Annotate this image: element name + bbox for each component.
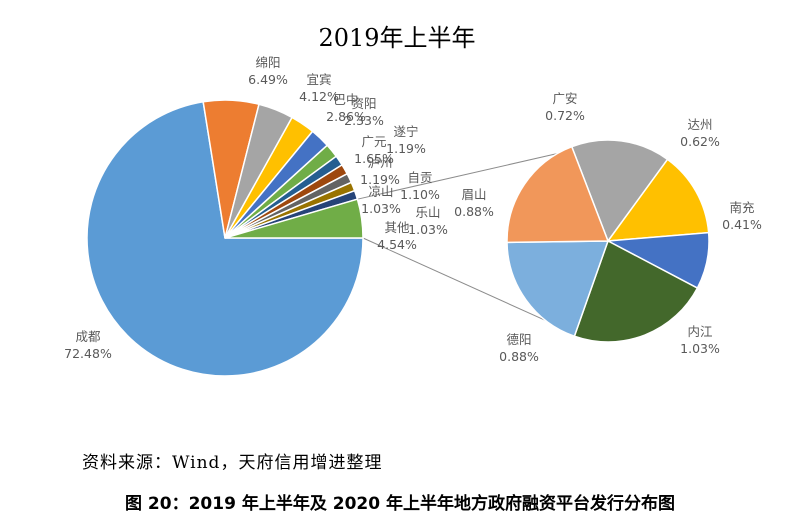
data-label-name: 广安 (552, 91, 577, 106)
data-label-value: 4.12% (299, 89, 339, 104)
data-label-value: 0.88% (499, 349, 539, 364)
main-pie (86, 99, 364, 377)
data-label-value: 2.86% (326, 109, 366, 124)
data-label-name: 遂宁 (393, 124, 418, 139)
data-label-name: 南充 (729, 200, 754, 215)
data-label-value: 1.19% (360, 172, 400, 187)
source-note: 资料来源：Wind，天府信用增进整理 (82, 453, 383, 473)
data-label-value: 72.48% (64, 346, 112, 361)
data-label-name: 眉山 (461, 187, 486, 202)
data-label-value: 4.54% (377, 237, 417, 252)
data-label-value: 1.19% (386, 141, 426, 156)
data-label-value: 0.41% (722, 217, 762, 232)
data-label-name: 内江 (687, 324, 712, 339)
secondary-pie (506, 139, 710, 343)
chart-title: 2019年上半年 (318, 24, 475, 52)
data-label-name: 乐山 (415, 205, 440, 220)
data-label-name: 德阳 (506, 332, 531, 347)
data-label-name: 自贡 (407, 170, 432, 185)
data-label-value: 1.03% (680, 341, 720, 356)
slice-达州 (606, 158, 710, 242)
pie-of-pie-chart: 2019年上半年 成都 72.48% 绵阳 6.49% 宜宾 4.12%巴中 2.86%资阳… (64, 24, 762, 377)
data-label-name: 泸州 (367, 155, 392, 170)
slice-广安 (570, 139, 669, 243)
data-label-value: 1.65% (354, 151, 394, 166)
connector-lines (357, 153, 558, 322)
slice-眉山 (506, 145, 610, 244)
slice-成都 (86, 100, 364, 377)
connector-upper (357, 153, 558, 200)
figure-caption: 图 20：2019 年上半年及 2020 年上半年地方政府融资平台发行分布图 (125, 494, 675, 514)
data-label-value: 1.03% (361, 201, 401, 216)
data-label-value: 0.62% (680, 134, 720, 149)
slice-其他 (224, 198, 364, 239)
data-label-value: 2.33% (344, 113, 384, 128)
connector-lower (362, 237, 547, 322)
data-label-name: 绵阳 (255, 55, 280, 70)
data-label-value: 1.10% (400, 187, 440, 202)
data-label-value: 0.72% (545, 108, 585, 123)
data-label-value: 0.88% (454, 204, 494, 219)
data-label-value: 1.03% (408, 222, 448, 237)
data-label-name: 资阳 (351, 96, 376, 111)
data-label-value: 6.49% (248, 72, 288, 87)
data-label-name: 其他 (384, 220, 410, 235)
data-label-name: 凉山 (368, 184, 393, 199)
data-label-name: 达州 (687, 117, 712, 132)
data-label-name: 宜宾 (306, 72, 331, 87)
slice-内江 (573, 239, 699, 343)
slice-德阳 (506, 240, 610, 338)
data-label-name: 成都 (75, 329, 101, 344)
data-label-name: 广元 (361, 134, 386, 149)
data-label-name: 巴中 (333, 92, 358, 107)
